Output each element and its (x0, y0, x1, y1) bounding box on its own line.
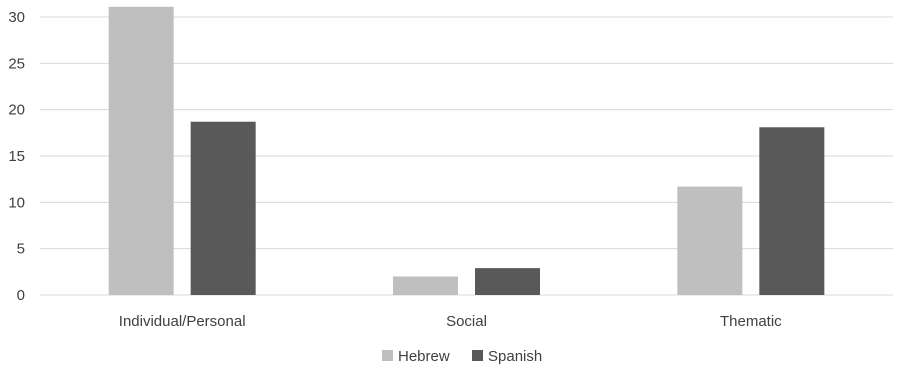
y-tick-label: 25 (8, 55, 25, 72)
y-tick-label: 0 (17, 287, 25, 304)
legend: Hebrew Spanish (382, 348, 542, 365)
y-tick-label: 10 (8, 194, 25, 211)
y-tick-label: 15 (8, 148, 25, 165)
bar-spanish-thematic (759, 127, 825, 295)
y-axis-ticks: 0 5 10 15 20 25 30 (8, 9, 25, 304)
y-tick-label: 20 (8, 102, 25, 119)
x-category-label: Social (446, 313, 487, 330)
bar-hebrew-individual-personal (108, 6, 174, 295)
x-axis-labels: Individual/Personal Social Thematic (119, 313, 782, 330)
legend-label-hebrew: Hebrew (398, 348, 450, 365)
bar-spanish-individual-personal (190, 121, 256, 295)
x-category-label: Thematic (720, 313, 782, 330)
x-category-label: Individual/Personal (119, 313, 246, 330)
bar-spanish-social (475, 268, 540, 295)
y-tick-label: 5 (17, 241, 25, 258)
bars (108, 6, 825, 295)
gridlines (40, 16, 893, 296)
legend-label-spanish: Spanish (488, 348, 542, 365)
legend-swatch-spanish (472, 350, 483, 361)
bar-hebrew-thematic (677, 186, 743, 295)
legend-swatch-hebrew (382, 350, 393, 361)
bar-hebrew-social (393, 276, 458, 295)
y-tick-label: 30 (8, 9, 25, 26)
